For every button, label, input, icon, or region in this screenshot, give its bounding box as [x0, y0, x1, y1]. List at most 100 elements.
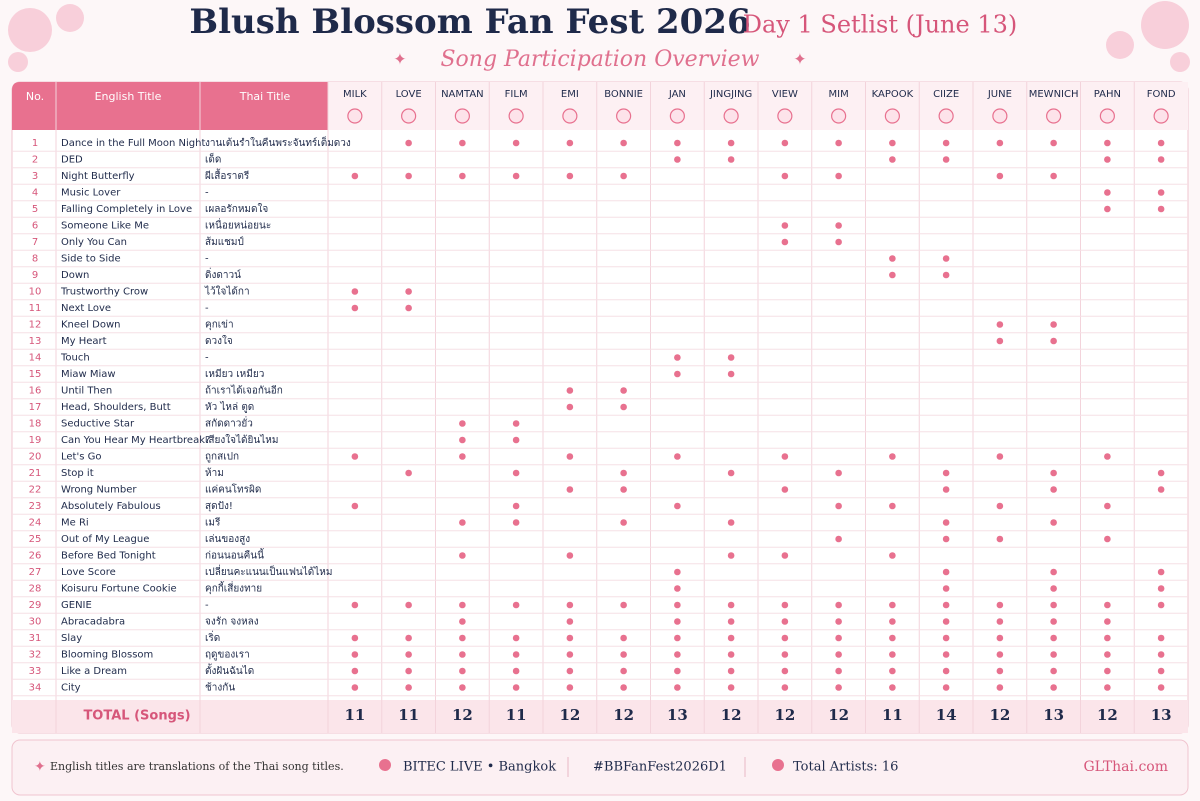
participation-dot [459, 453, 466, 460]
participation-dot [996, 684, 1004, 691]
participation-dot [1050, 667, 1057, 675]
participation-dot [566, 552, 574, 559]
english-title: GENIE [61, 600, 92, 611]
participation-dot [942, 156, 950, 163]
participation-dot [1050, 684, 1057, 691]
participation-dot [1104, 667, 1111, 675]
total-value: 12 [828, 706, 849, 724]
english-title: Koisuru Fortune Cookie [61, 584, 177, 595]
thai-title: ไว้ใจได้กา [204, 286, 250, 298]
thai-title: เปลี่ยนคะแนนเป็นแฟนได้ไหม [205, 564, 332, 578]
participation-dot [996, 453, 1004, 460]
participation-dot [512, 502, 520, 510]
thai-title: ช้างกัน [205, 682, 235, 694]
participation-dot [1157, 486, 1165, 493]
participation-dot [566, 403, 574, 411]
title: Blush Blossom Fan Fest 2026 [189, 2, 750, 42]
row-no: 26 [29, 551, 42, 562]
total-value: 12 [613, 706, 634, 724]
participation-dot [405, 651, 412, 658]
artist-icon [454, 108, 470, 124]
participation-dot [1157, 601, 1165, 609]
english-title: Music Lover [61, 188, 121, 199]
total-value: 12 [774, 706, 795, 724]
row-no: 24 [29, 518, 42, 529]
english-title: Trustworthy Crow [60, 287, 148, 298]
thai-title: ผีเสื้อราตรี [205, 168, 250, 182]
participation-dot [459, 601, 466, 609]
participation-dot [512, 519, 520, 526]
participation-dot [620, 651, 627, 658]
participation-dot [620, 387, 627, 394]
participation-dot [835, 651, 842, 658]
participation-dot [459, 420, 466, 427]
participation-dot [351, 634, 359, 642]
table-frame [11, 81, 1189, 734]
english-title: Like a Dream [61, 666, 127, 677]
participation-dot [727, 552, 735, 559]
artist-icon [777, 108, 793, 124]
total-value: 12 [721, 706, 742, 724]
participation-dot [889, 634, 896, 642]
header-cell: Thai Title [239, 90, 291, 103]
participation-dot [889, 618, 896, 625]
thai-title: - [205, 303, 209, 314]
english-title: Someone Like Me [61, 221, 149, 232]
participation-dot [996, 172, 1004, 180]
artist-icon [562, 108, 578, 124]
total-value: 13 [1151, 706, 1172, 724]
participation-dot [1050, 337, 1057, 345]
artist-icon [1099, 108, 1115, 124]
row-no: 16 [29, 386, 42, 397]
english-title: City [61, 683, 81, 694]
row-no: 2 [32, 155, 38, 166]
row-no: 18 [29, 419, 42, 430]
row-no: 4 [32, 188, 38, 199]
thai-title: - [205, 254, 209, 265]
participation-dot [459, 634, 466, 642]
row-no: 12 [29, 320, 42, 331]
artist-header: MEWNICH [1029, 89, 1079, 100]
participation-dot [727, 139, 735, 147]
row-no: 10 [29, 287, 42, 298]
participation-dot [1157, 156, 1165, 163]
participation-dot [405, 634, 412, 642]
participation-dot [620, 601, 627, 609]
participation-dot [996, 618, 1004, 625]
participation-dot [889, 667, 896, 675]
participation-dot [512, 634, 520, 642]
sparkle: ✦ [793, 50, 806, 69]
participation-dot [620, 486, 627, 493]
participation-dot [727, 684, 735, 691]
participation-dot [727, 634, 735, 642]
artist-header: KAPOOK [872, 89, 914, 100]
participation-dot [512, 601, 520, 609]
participation-dot [459, 519, 466, 526]
row-no: 21 [29, 468, 42, 479]
participation-dot [996, 337, 1004, 345]
blossoms [8, 1, 1190, 72]
participation-dot [351, 453, 359, 460]
participation-dot [1157, 205, 1165, 213]
total-label: TOTAL (Songs) [83, 709, 190, 724]
english-title: Before Bed Tonight [61, 551, 156, 562]
participation-dot [835, 222, 842, 229]
participation-dot [674, 453, 681, 460]
participation-dot [1050, 634, 1057, 642]
total-value: 12 [452, 706, 473, 724]
participation-dot [889, 684, 896, 691]
thai-title: สกัดดาวยั่ว [205, 416, 253, 430]
participation-dot [727, 667, 735, 675]
total-value: 12 [989, 706, 1010, 724]
footer-artists: Total Artists: 16 [793, 760, 898, 775]
row-no: 19 [29, 435, 42, 446]
thai-title: ก่อนนอนคืนนี้ [205, 548, 265, 562]
participation-dot [512, 667, 520, 675]
participation-dot [835, 502, 842, 510]
participation-dot [566, 601, 574, 609]
participation-dot [942, 535, 950, 543]
thai-title: ส้มแชมป์ [205, 236, 244, 248]
row-no: 8 [32, 254, 38, 265]
row-no: 3 [32, 171, 38, 182]
participation-dot [727, 469, 735, 477]
